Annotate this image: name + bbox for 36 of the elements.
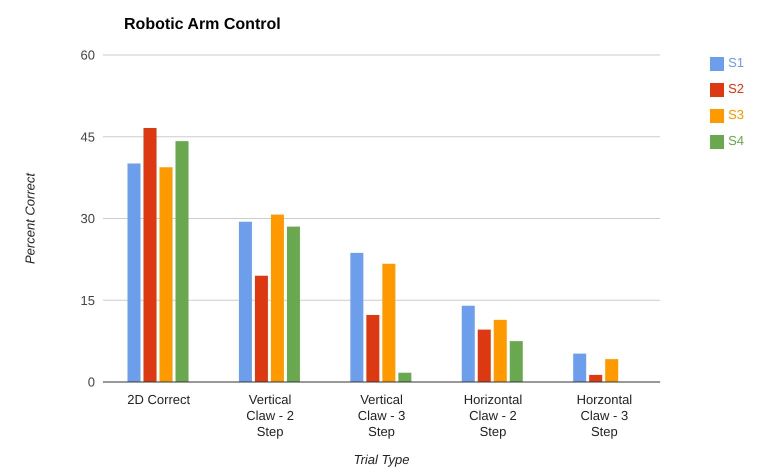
x-tick-label: 2D Correct xyxy=(127,392,191,407)
y-tick-label: 15 xyxy=(80,292,95,308)
bar xyxy=(350,252,364,382)
bar xyxy=(160,167,173,382)
bar xyxy=(270,214,284,382)
legend-label: S1 xyxy=(728,55,744,70)
legend-label: S2 xyxy=(728,81,744,96)
bar xyxy=(144,128,157,382)
bar xyxy=(494,320,507,382)
bar xyxy=(605,359,618,382)
bar xyxy=(398,372,412,382)
bar xyxy=(176,141,189,382)
bar xyxy=(254,276,268,382)
y-tick-label: 45 xyxy=(80,129,95,144)
bar xyxy=(238,222,252,382)
bar xyxy=(462,306,475,382)
bar xyxy=(478,330,491,382)
chart-title: Robotic Arm Control xyxy=(124,16,281,34)
x-axis-title: Trial Type xyxy=(354,452,410,467)
y-axis-title: Percent Correct xyxy=(22,172,38,264)
legend-label: S3 xyxy=(728,107,744,122)
x-tick-label: Vertical Claw - 3 Step xyxy=(358,392,406,439)
bar xyxy=(128,163,141,382)
x-tick-label: Horizontal Claw - 2 Step xyxy=(464,392,522,439)
y-tick-label: 0 xyxy=(88,374,95,390)
bar xyxy=(573,354,586,382)
bar xyxy=(382,264,396,382)
x-tick-label: Horzontal Claw - 3 Step xyxy=(576,392,632,439)
y-tick-label: 30 xyxy=(80,211,95,226)
legend-label: S4 xyxy=(728,133,744,148)
bar xyxy=(366,314,380,382)
x-tick-label: Vertical Claw - 2 Step xyxy=(246,392,294,439)
bar xyxy=(589,374,602,382)
bar xyxy=(510,341,523,382)
y-tick-label: 60 xyxy=(80,48,95,63)
bar xyxy=(286,226,300,382)
